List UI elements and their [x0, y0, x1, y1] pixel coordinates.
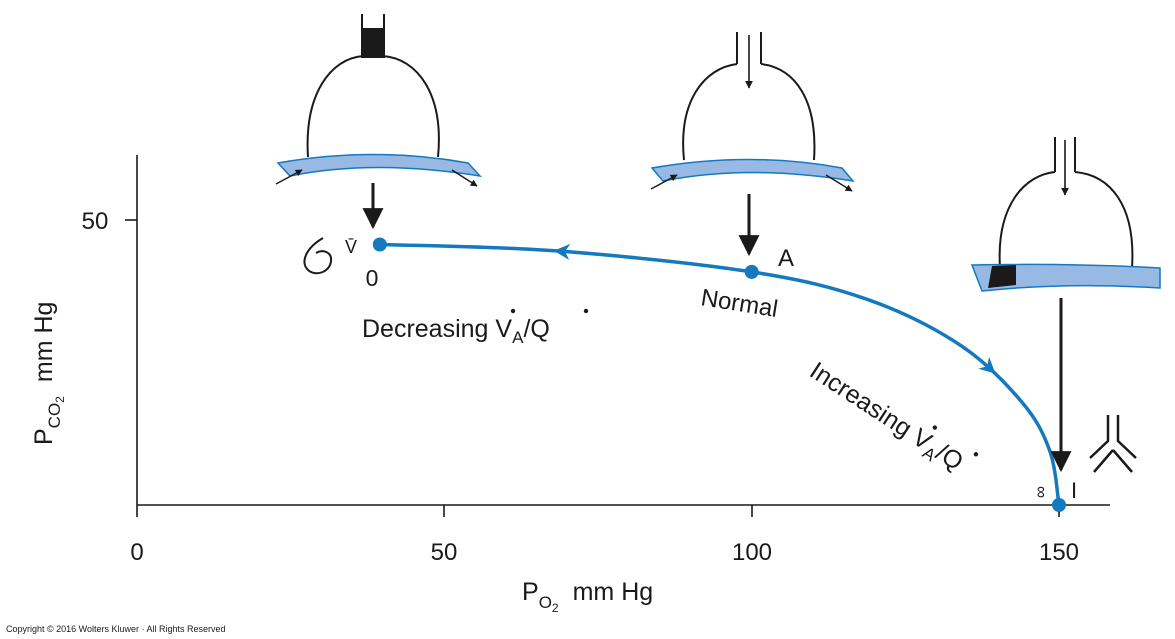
capillary-obstruction-block: [988, 265, 1016, 288]
blood-drop-icon: [303, 237, 333, 275]
increasing-va-dot: [932, 425, 938, 430]
blood-in-arrow-middle: [650, 174, 678, 190]
x-tick-label-0: 0: [130, 539, 143, 566]
y-axis-unit: mm Hg: [30, 302, 58, 383]
capillary-left: [276, 153, 483, 178]
alveolus-wall-middle: [682, 63, 816, 161]
copyright-notice: Copyright © 2016 Wolters Kluwer · All Ri…: [6, 624, 226, 634]
decreasing-va-dot: [510, 308, 516, 314]
decreasing-va-sub: A: [512, 328, 524, 347]
alveolus-normal: [650, 32, 855, 257]
marker-label-v-bar: V̄: [345, 237, 357, 257]
blood-out-arrow-middle: [825, 174, 853, 192]
axes: [125, 155, 1110, 517]
capillary-middle: [650, 158, 855, 183]
curve-marker-0: [372, 237, 387, 252]
y-axis-subsub: 2: [53, 396, 67, 403]
marker-label-i: I: [1071, 478, 1077, 503]
y-axis-title: PCO2 mm Hg: [30, 302, 67, 445]
curve-markers: [372, 237, 1066, 512]
curve-arrow-down: [978, 356, 996, 374]
curve-marker-2: [1052, 498, 1066, 512]
x-axis-base: P: [522, 578, 539, 606]
decreasing-slash: /: [523, 315, 530, 343]
airway-obstruction-block: [362, 28, 384, 58]
x-tick-label-50: 50: [431, 539, 458, 566]
x-tick-label-150: 150: [1039, 539, 1079, 566]
x-axis-subsub: 2: [552, 601, 559, 615]
infinity-label: ∞: [1032, 486, 1051, 498]
decreasing-vaq-label: Decreasing VA/Q: [362, 315, 550, 347]
capillary-right: [970, 263, 1161, 292]
marker-label-a: A: [778, 245, 794, 272]
decreasing-va: V: [495, 315, 512, 343]
x-tick-label-100: 100: [732, 539, 772, 566]
curve-marker-1: [744, 264, 759, 279]
x-axis-unit: mm Hg: [573, 578, 654, 606]
alveolus-wall-left: [306, 55, 440, 158]
x-axis-title: PO2 mm Hg: [522, 578, 653, 615]
blood-out-arrow-left: [451, 169, 478, 187]
alveolus-obstructed-capillary: [970, 137, 1161, 473]
y-tick-label-50: 50: [82, 208, 109, 235]
inspired-air-icon: [1089, 415, 1137, 473]
blood-in-arrow-left: [275, 169, 303, 185]
decreasing-q: Q: [530, 315, 549, 343]
y-axis-base: P: [30, 428, 58, 445]
increasing-vaq-label: Increasing VA/Q: [803, 357, 969, 480]
normal-label: Normal: [699, 284, 780, 323]
alveolus-obstructed-airway: [275, 14, 483, 230]
decreasing-q-dot: [583, 308, 589, 314]
increasing-prefix: Increasing: [805, 357, 923, 447]
alveolus-wall-right: [998, 171, 1134, 269]
decreasing-prefix: Decreasing: [362, 315, 495, 343]
y-axis-sub: CO: [45, 403, 64, 429]
curve-arrow-left: [553, 243, 571, 260]
marker-label-0: 0: [366, 265, 379, 291]
x-axis-sub: O: [539, 593, 552, 612]
increasing-q-dot: [973, 452, 979, 457]
